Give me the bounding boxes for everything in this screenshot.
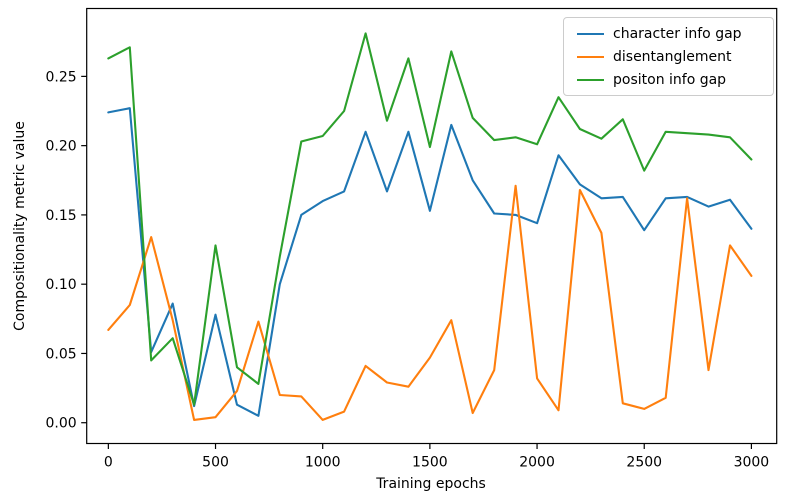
y-tick-label: 0.05 bbox=[46, 346, 77, 362]
legend-item-positon-info-gap: positon info gap bbox=[572, 69, 765, 91]
y-tick-label: 0.15 bbox=[46, 208, 77, 224]
y-tick-label: 0.20 bbox=[46, 139, 77, 155]
series-line-positon-info-gap bbox=[107, 32, 753, 406]
y-tick-label: 0.00 bbox=[46, 416, 77, 432]
series-line-disentanglement bbox=[107, 184, 753, 421]
legend-item-disentanglement: disentanglement bbox=[572, 46, 765, 68]
legend-label: positon info gap bbox=[613, 71, 727, 88]
legend-label: character info gap bbox=[613, 25, 742, 42]
series-lines bbox=[107, 32, 753, 421]
x-tick-label: 0 bbox=[104, 455, 113, 471]
legend-line-swatch bbox=[577, 55, 604, 58]
legend-line-swatch bbox=[577, 78, 604, 81]
y-tick-label: 0.25 bbox=[46, 69, 77, 85]
legend-item-character-info-gap: character info gap bbox=[572, 23, 765, 45]
x-tick-label: 1500 bbox=[412, 455, 448, 471]
y-axis-label: Compositionality metric value bbox=[12, 121, 28, 331]
plot-frame bbox=[86, 7, 778, 445]
x-tick-label: 500 bbox=[202, 455, 229, 471]
legend: character info gap disentanglement posit… bbox=[563, 17, 774, 96]
legend-line-swatch bbox=[577, 32, 604, 35]
axis-ticks: 0 500 1000 1500 2000 2500 3000 0.00 0.05 0.10 0.15… bbox=[46, 69, 770, 470]
y-tick-label: 0.10 bbox=[46, 277, 77, 293]
x-axis-label: Training epochs bbox=[376, 476, 486, 492]
x-tick-label: 2500 bbox=[626, 455, 662, 471]
x-tick-label: 3000 bbox=[734, 455, 770, 471]
series-line-character-info-gap bbox=[107, 107, 753, 417]
legend-label: disentanglement bbox=[613, 48, 732, 65]
x-tick-label: 2000 bbox=[519, 455, 555, 471]
x-tick-label: 1000 bbox=[305, 455, 341, 471]
